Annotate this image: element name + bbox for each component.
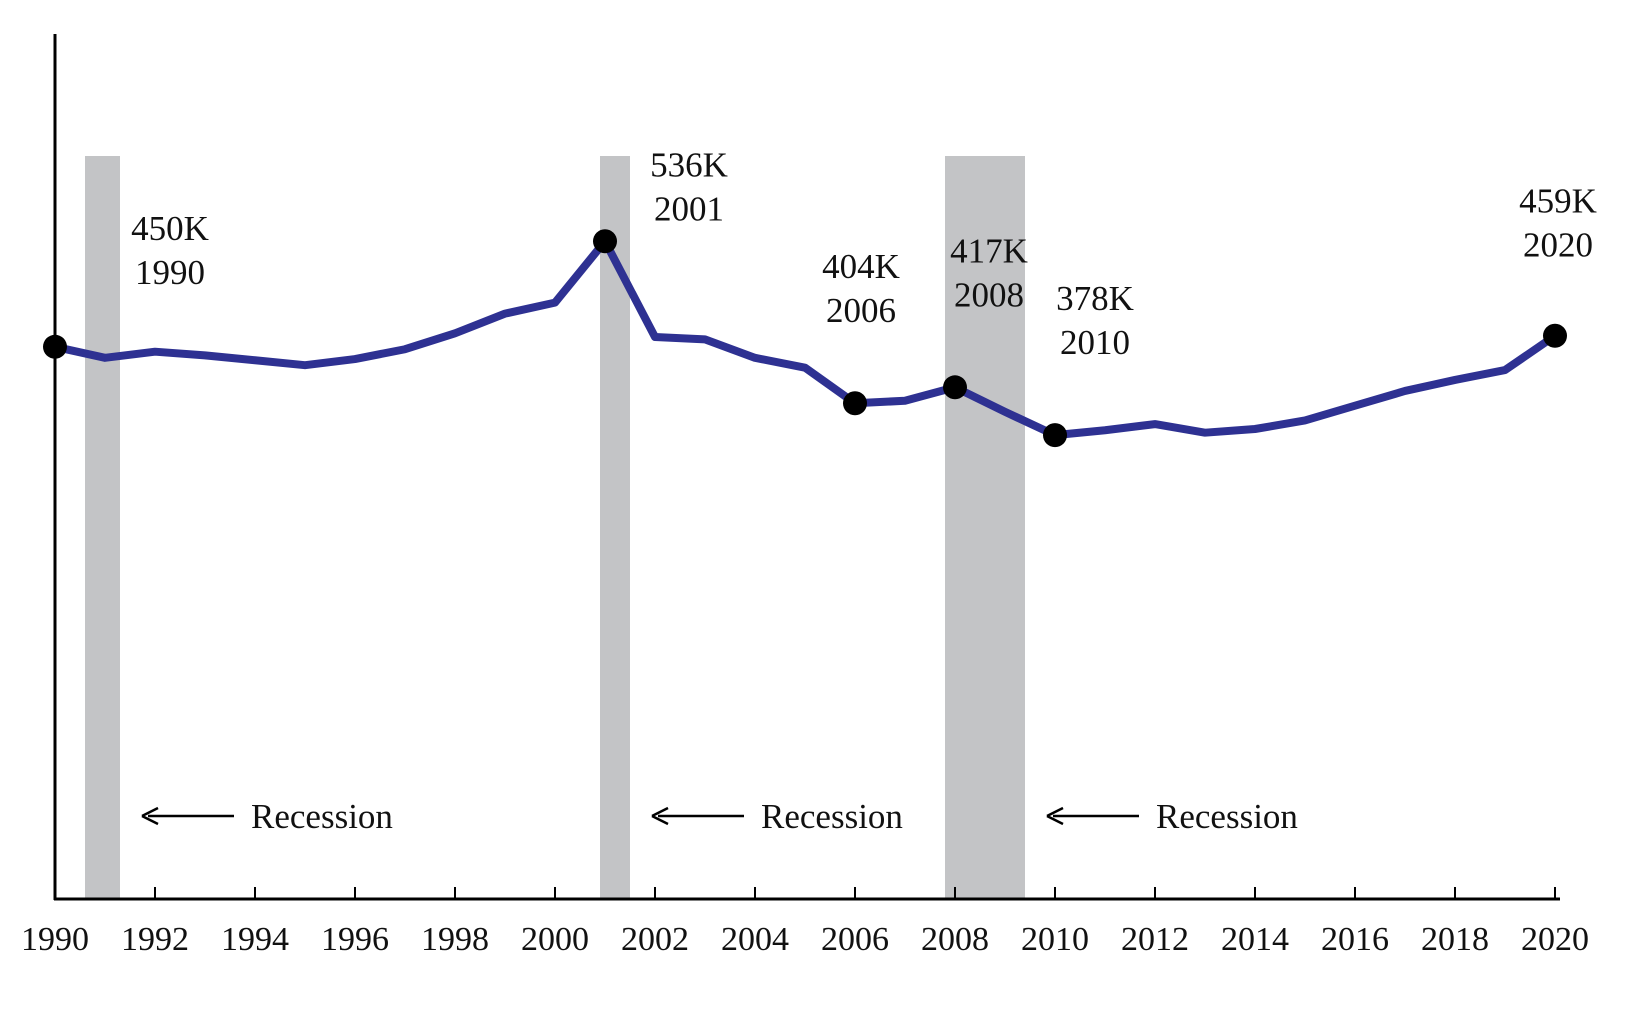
x-tick-label: 2004 [721, 921, 789, 958]
x-tick-label: 1994 [221, 921, 289, 958]
highlight-markers [43, 229, 1567, 448]
series-group [51, 237, 1559, 440]
recession-label: Recession [251, 797, 393, 836]
series-line [51, 237, 1559, 440]
highlight-marker [1543, 323, 1567, 348]
highlight-marker [593, 229, 617, 254]
recession-band [85, 156, 120, 899]
x-tick-label: 2008 [921, 921, 989, 958]
point-callouts: 450K 1990 536K 2001 404K 2006 417K 2008 378K 2010… [131, 145, 1597, 362]
recession-arrow-head [1046, 806, 1064, 826]
highlight-marker [43, 334, 67, 359]
x-tick-label: 2010 [1021, 921, 1089, 958]
x-tick-label: 2020 [1521, 921, 1589, 958]
highlight-marker [1043, 423, 1067, 448]
x-tick-label: 2014 [1221, 921, 1289, 958]
highlight-marker [843, 391, 867, 416]
recession-annotations: Recession Recession Recession [141, 797, 1298, 836]
callout-value: 536K [650, 145, 728, 184]
callout-value: 417K [950, 231, 1028, 270]
x-axis-ticks: 1990 1992 1994 1996 1998 2000 2002 2004 2006 2008… [21, 887, 1589, 958]
callout-value: 450K [131, 209, 209, 248]
callout-year: 2010 [1060, 323, 1130, 362]
x-tick-label: 2000 [521, 921, 589, 958]
highlight-marker [943, 375, 967, 400]
recession-arrow-head [141, 806, 159, 826]
x-tick-label: 1992 [121, 921, 189, 958]
axes [53, 34, 1560, 901]
x-tick-label: 2006 [821, 921, 889, 958]
callout-value: 459K [1519, 182, 1597, 221]
callout-year: 2008 [954, 275, 1024, 314]
x-tick-label: 2012 [1121, 921, 1189, 958]
callout-year: 2001 [654, 189, 724, 228]
callout-year: 2020 [1523, 226, 1593, 265]
x-tick-label: 1998 [421, 921, 489, 958]
recession-label: Recession [1156, 797, 1298, 836]
x-tick-label: 1996 [321, 921, 389, 958]
x-tick-label: 1990 [21, 921, 89, 958]
callout-year: 1990 [135, 253, 205, 292]
callout-year: 2006 [826, 291, 896, 330]
x-tick-label: 2002 [621, 921, 689, 958]
callout-value: 404K [822, 247, 900, 286]
callout-value: 378K [1056, 279, 1134, 318]
recession-band [945, 156, 1025, 899]
x-tick-label: 2018 [1421, 921, 1489, 958]
x-tick-label: 2016 [1321, 921, 1389, 958]
recession-label: Recession [761, 797, 903, 836]
recession-arrow-head [651, 806, 669, 826]
